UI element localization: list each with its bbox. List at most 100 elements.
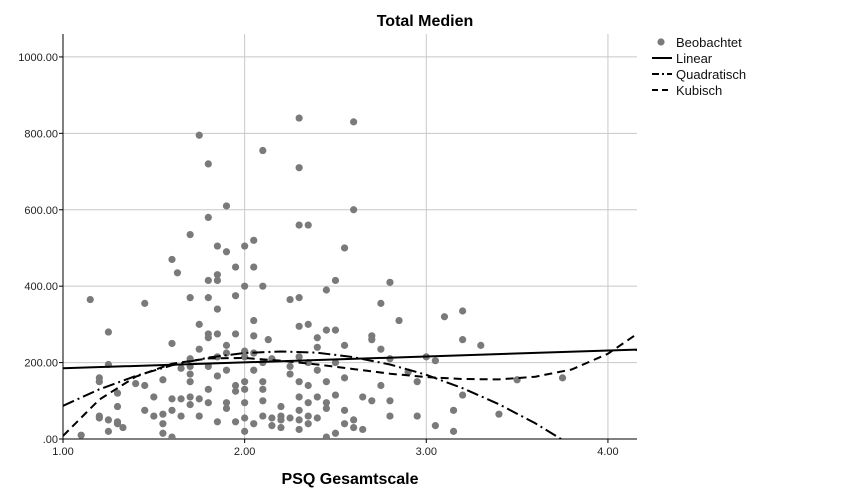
axes (59, 34, 637, 443)
data-point (213, 271, 221, 279)
linear-fit-line (63, 348, 637, 370)
y-tick-label: 800.00 (24, 128, 58, 140)
data-point (204, 276, 212, 285)
data-point (322, 286, 330, 294)
data-point (113, 402, 122, 411)
data-point (295, 425, 303, 434)
data-point (313, 343, 321, 351)
data-point (277, 416, 285, 424)
data-point (195, 320, 203, 328)
data-point (295, 378, 303, 386)
data-point (222, 399, 231, 407)
y-tick-label: 200.00 (24, 358, 58, 370)
legend-marker (657, 38, 665, 46)
data-point (213, 372, 221, 380)
data-point (168, 339, 176, 348)
data-point (168, 395, 176, 403)
data-point (177, 395, 185, 403)
data-point (222, 341, 231, 349)
data-point (286, 295, 294, 304)
data-point (495, 410, 503, 418)
data-point (304, 399, 312, 407)
data-point (558, 374, 567, 382)
data-point (95, 414, 103, 422)
x-tick-label: 4.00 (597, 446, 618, 458)
data-point (286, 414, 294, 422)
data-point (322, 404, 330, 413)
data-point (250, 332, 258, 340)
data-point (141, 299, 149, 307)
legend-label: Quadratisch (676, 67, 746, 82)
data-point (304, 221, 312, 229)
observed-points (77, 114, 567, 439)
data-point (241, 427, 249, 435)
data-point (195, 395, 203, 403)
data-point (295, 114, 303, 122)
legend-label: Beobachtet (676, 35, 742, 50)
y-tick-label: 400.00 (24, 281, 58, 293)
data-point (250, 316, 258, 325)
y-tick-label: .00 (43, 434, 58, 446)
data-point (313, 393, 321, 401)
data-point (459, 391, 467, 399)
data-point (295, 406, 303, 414)
data-point (177, 412, 185, 420)
data-point (222, 404, 231, 413)
data-point (322, 326, 330, 334)
data-point (322, 399, 330, 407)
data-point (259, 146, 267, 155)
data-point (304, 412, 312, 420)
data-point (113, 389, 122, 397)
data-point (241, 353, 249, 361)
data-point (250, 366, 258, 374)
data-point (350, 118, 358, 126)
data-point (277, 423, 285, 432)
data-point (222, 202, 231, 210)
data-point (104, 416, 113, 424)
data-point (304, 381, 312, 390)
data-point (231, 263, 240, 271)
data-point (195, 131, 203, 139)
data-point (250, 236, 258, 244)
data-point (377, 345, 385, 353)
x-tick-labels: 1.00 2.00 3.00 4.00 (52, 446, 618, 458)
legend-item: Quadratisch (652, 67, 746, 82)
data-point (241, 399, 249, 407)
data-point (159, 376, 167, 384)
data-point (340, 244, 349, 252)
data-point (231, 292, 240, 300)
y-tick-labels: .00 200.00 400.00 600.00 800.00 1000.00 (18, 52, 58, 446)
data-point (340, 406, 349, 414)
data-point (259, 397, 267, 405)
data-point (377, 381, 385, 390)
data-point (168, 406, 176, 414)
data-point (141, 406, 149, 414)
data-point (259, 282, 267, 290)
data-point (313, 334, 321, 342)
data-point (213, 305, 221, 313)
data-point (204, 399, 212, 407)
data-point (231, 418, 240, 426)
data-point (386, 397, 394, 405)
data-point (259, 412, 267, 420)
data-point (186, 393, 194, 401)
quadratic-fit-line (63, 350, 563, 439)
x-tick-label: 3.00 (416, 446, 437, 458)
legend-item: Linear (652, 51, 713, 66)
data-point (259, 378, 267, 386)
data-point (459, 336, 467, 344)
data-point (477, 341, 485, 349)
data-point (449, 427, 458, 435)
legend-label: Linear (676, 51, 713, 66)
data-point (286, 362, 294, 371)
data-point (459, 307, 467, 315)
data-point (168, 433, 176, 439)
data-point (304, 420, 312, 428)
data-point (431, 422, 439, 430)
data-point (241, 282, 249, 290)
y-tick-label: 1000.00 (18, 52, 58, 64)
data-point (340, 374, 349, 382)
data-point (168, 255, 176, 264)
data-point (250, 420, 258, 428)
data-point (440, 313, 449, 321)
